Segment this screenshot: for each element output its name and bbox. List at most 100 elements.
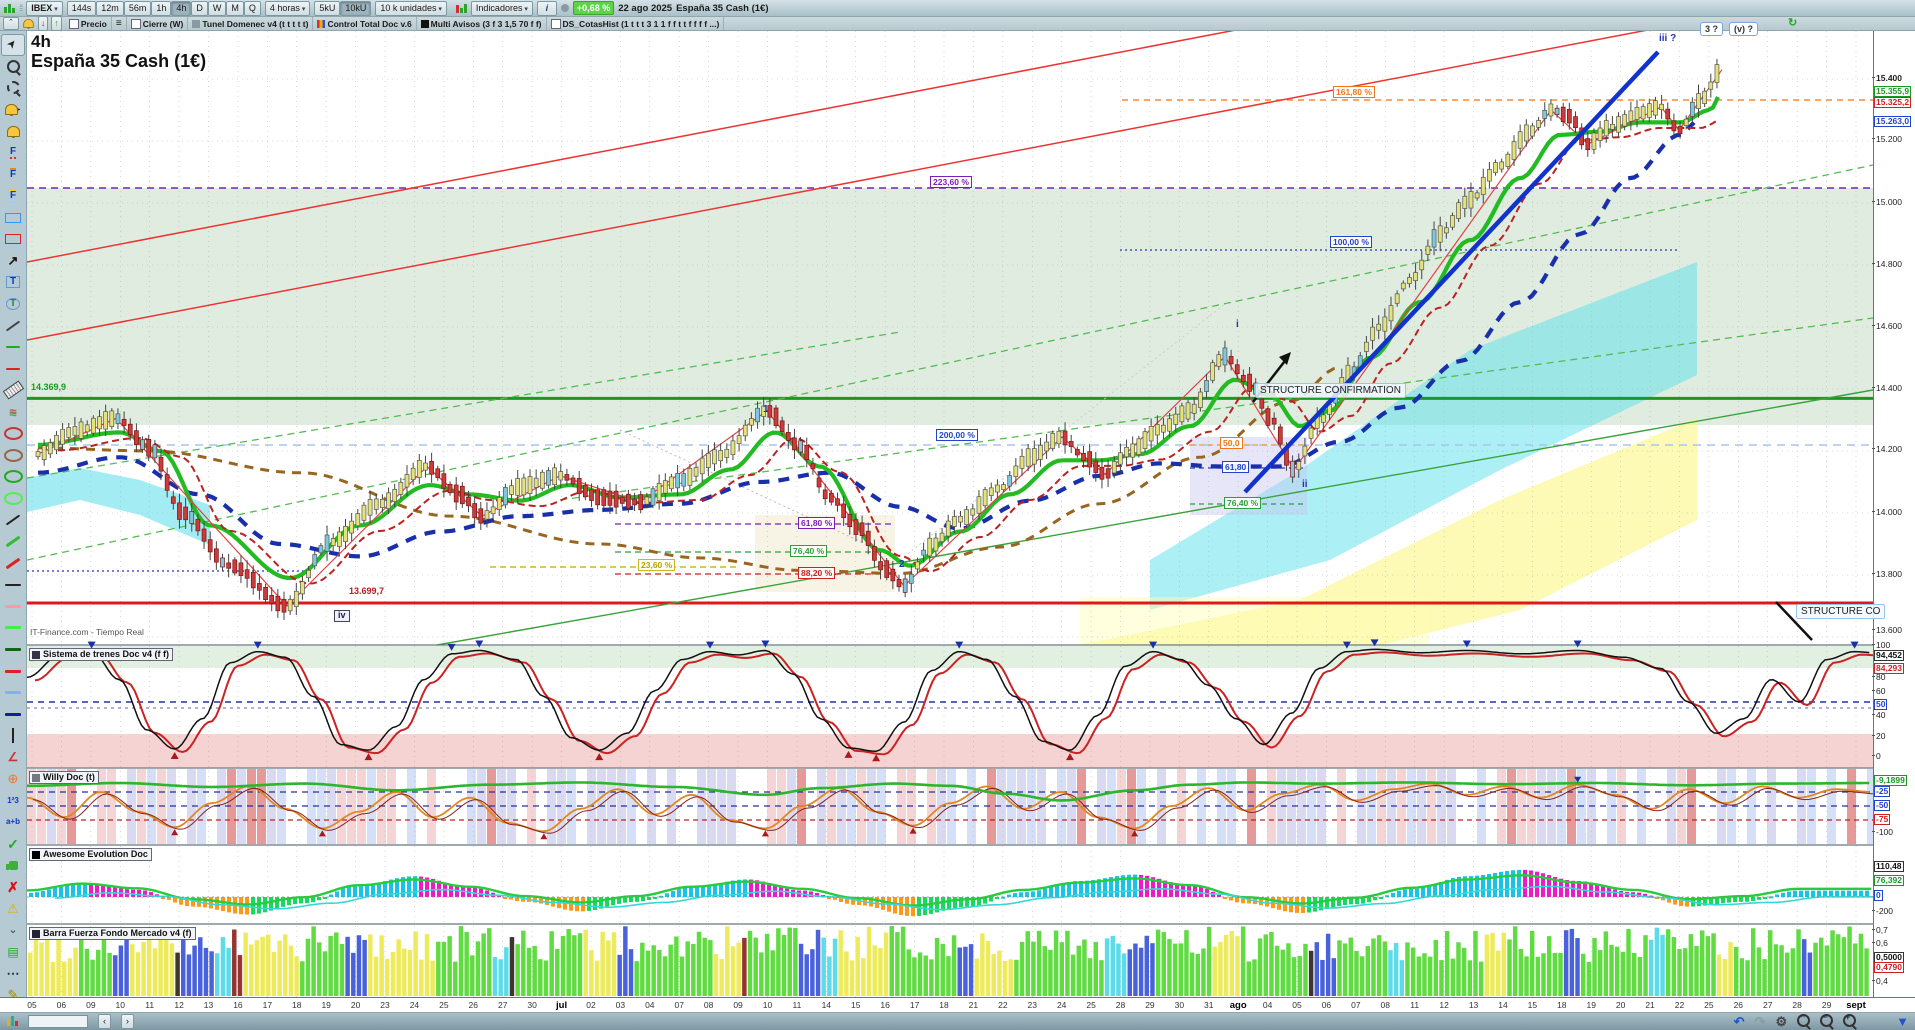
hline-lightgreen-tool-icon[interactable] — [1, 617, 25, 639]
numbers-tool-icon[interactable]: 1²3 — [7, 795, 19, 805]
indicator-toggle-4[interactable]: Control Total Doc v.6 — [313, 17, 417, 30]
download-button[interactable]: ▼ — [1896, 1014, 1909, 1029]
thumb-up-tool-icon[interactable] — [1, 855, 25, 877]
symbol-select[interactable]: IBEX — [26, 0, 63, 16]
circle-plus-tool-icon[interactable]: ⊕ — [7, 771, 19, 787]
date-label: 25 — [1704, 1000, 1714, 1010]
hline-navy-tool-icon[interactable] — [1, 703, 25, 725]
segment-tool-icon[interactable] — [1, 315, 25, 337]
timeframe-button-12m[interactable]: 12m — [96, 0, 124, 16]
unit-button-5kU[interactable]: 5kU — [314, 0, 341, 16]
diag-green-tool-icon[interactable] — [1, 531, 25, 553]
indicator-toggle-2[interactable]: Cierre (W) — [127, 17, 189, 30]
ellipse-lightgreen-tool-icon[interactable] — [1, 487, 25, 509]
angle-tool-icon[interactable]: ∠ — [7, 750, 19, 765]
help-button-v[interactable]: (v) ? — [1729, 22, 1758, 36]
timeframe-select[interactable]: 4 horas — [264, 0, 311, 16]
date-label: 11 — [1410, 1000, 1420, 1010]
indicator-toggle-0[interactable]: Precio — [65, 17, 112, 30]
timeframe-button-Q[interactable]: Q — [243, 0, 261, 16]
alert-bell-icon[interactable] — [23, 19, 34, 29]
alarm-bell-tool-icon[interactable] — [1, 120, 25, 142]
rect-blue-tool-icon[interactable] — [1, 207, 25, 229]
checkbox-icon[interactable] — [130, 18, 141, 29]
zoom-out-button[interactable]: − — [1820, 1012, 1834, 1030]
timeframe-button-M[interactable]: M — [226, 0, 244, 16]
redo-button[interactable]: ↷ — [1754, 1014, 1766, 1029]
indicators-button[interactable]: Indicadores — [470, 0, 533, 16]
hline-lightblue-tool-icon[interactable] — [1, 682, 25, 704]
hline-red-tool-icon[interactable] — [1, 660, 25, 682]
ellipse-green-tool-icon[interactable] — [1, 466, 25, 488]
vline-tool-icon[interactable] — [1, 725, 25, 747]
diag-red-tool-icon[interactable] — [1, 552, 25, 574]
indicator-toggle-5[interactable]: Multi Avisos (3 f 3 1,5 70 f f) — [417, 17, 547, 30]
warning-tool-icon[interactable]: ⚠ — [7, 901, 19, 917]
indicator-toggle-1[interactable]: ≡ — [112, 17, 127, 30]
scroll-next-button[interactable]: › — [121, 1014, 134, 1029]
fib-projection-tool-icon[interactable]: F — [9, 145, 17, 159]
timeframe-button-D[interactable]: D — [191, 0, 208, 16]
collapse-tool-icon[interactable]: ⌄ — [8, 923, 18, 936]
help-button-3[interactable]: 3 ? — [1700, 22, 1724, 36]
refresh-icon[interactable]: ↻ — [1788, 17, 1798, 29]
pointer-tool-icon[interactable]: ➤ — [1, 34, 25, 56]
unit-button-10kU[interactable]: 10kU — [340, 0, 372, 16]
ruler-tool-icon[interactable] — [1, 380, 25, 402]
hline-darkgreen-tool-icon[interactable] — [1, 639, 25, 661]
delete-x-tool-icon[interactable]: ✗ — [7, 878, 19, 895]
check-tool-icon[interactable]: ✓ — [7, 835, 19, 852]
alert-up-icon[interactable]: ↑ — [51, 16, 62, 31]
hline-red-anchor-tool-icon[interactable] — [1, 358, 25, 380]
trend-arrow-tool-icon[interactable]: ↗ — [7, 253, 19, 269]
ellipse-brown-tool-icon[interactable] — [1, 444, 25, 466]
timeframe-button-144s[interactable]: 144s — [66, 0, 97, 16]
pattern-lines-tool-icon[interactable]: ≈ — [9, 404, 17, 420]
diag-black-tool-icon[interactable] — [1, 509, 25, 531]
date-label: 17 — [262, 1000, 273, 1010]
indicator-toggle-3[interactable]: Tunel Domenec v4 (t t t t t) — [188, 17, 314, 30]
ellipse-red-tool-icon[interactable] — [1, 423, 25, 445]
chart-settings-button[interactable]: ⚙ — [1775, 1014, 1788, 1029]
fib-levels-tool-icon[interactable]: F — [9, 188, 17, 203]
hline-green-anchor-tool-icon[interactable] — [1, 336, 25, 358]
alarm-pointer-tool-icon[interactable]: ➤ — [1, 99, 25, 121]
checkbox-icon[interactable] — [550, 18, 561, 29]
timeframe-button-W[interactable]: W — [207, 0, 227, 16]
main-chart-canvas[interactable] — [27, 31, 1873, 997]
fib-retracement-tool-icon[interactable]: F — [9, 168, 17, 181]
date-label: 04 — [1262, 1000, 1273, 1010]
timeframe-button-4h[interactable]: 4h — [171, 0, 192, 16]
info-button[interactable]: i — [536, 0, 557, 16]
scroll-position-input[interactable] — [28, 1015, 88, 1028]
collapse-toolbar-button[interactable]: ⌃ — [3, 17, 19, 30]
list-icon[interactable]: ≡ — [115, 18, 122, 29]
more-dots-tool-icon[interactable]: ⋯ — [6, 965, 20, 981]
alert-down-icon[interactable]: ↓ — [37, 16, 49, 31]
doc-stamp-tool-icon[interactable]: ▤ — [7, 944, 19, 959]
rect-red-tool-icon[interactable] — [1, 228, 25, 250]
checkbox-icon[interactable] — [68, 18, 79, 29]
text-bubble-tool-icon[interactable]: T — [1, 293, 25, 315]
letters-tool-icon[interactable]: a+b — [5, 817, 20, 827]
date-label: 15 — [851, 1000, 861, 1010]
undo-button[interactable]: ↶ — [1733, 1014, 1745, 1029]
pencil-tool-icon[interactable]: ✎ — [7, 987, 19, 1003]
zoom-area-tool-icon[interactable] — [1, 77, 25, 99]
indicator-toggle-6[interactable]: DS_CotasHist (1 t t t 3 1 1 f f t t f f … — [547, 17, 725, 30]
hline-pink-tool-icon[interactable] — [1, 595, 25, 617]
timeframe-button-1h[interactable]: 1h — [151, 0, 172, 16]
date-label: 22 — [1674, 1000, 1685, 1010]
timeframe-button-56m[interactable]: 56m — [123, 0, 152, 16]
zoom-tool-icon[interactable] — [1, 56, 25, 78]
time-axis[interactable]: 05 06 09 10 11 12 13 16 17 18 19 20 23 24 25 26 27 30 jul 0… — [0, 997, 1915, 1013]
zoom-in-button[interactable]: + — [1843, 1012, 1857, 1030]
units-select[interactable]: 10 k unidades — [375, 0, 447, 16]
scroll-prev-button[interactable]: ‹ — [98, 1014, 111, 1029]
text-tool-icon[interactable]: T — [1, 272, 25, 294]
zoom-fit-button[interactable]: ↔ — [1797, 1013, 1811, 1030]
date-label: 02 — [586, 1000, 596, 1010]
chart-type-icon[interactable] — [3, 3, 15, 14]
hline-black-tool-icon[interactable] — [1, 574, 25, 596]
price-axis-column[interactable] — [1873, 31, 1915, 1012]
